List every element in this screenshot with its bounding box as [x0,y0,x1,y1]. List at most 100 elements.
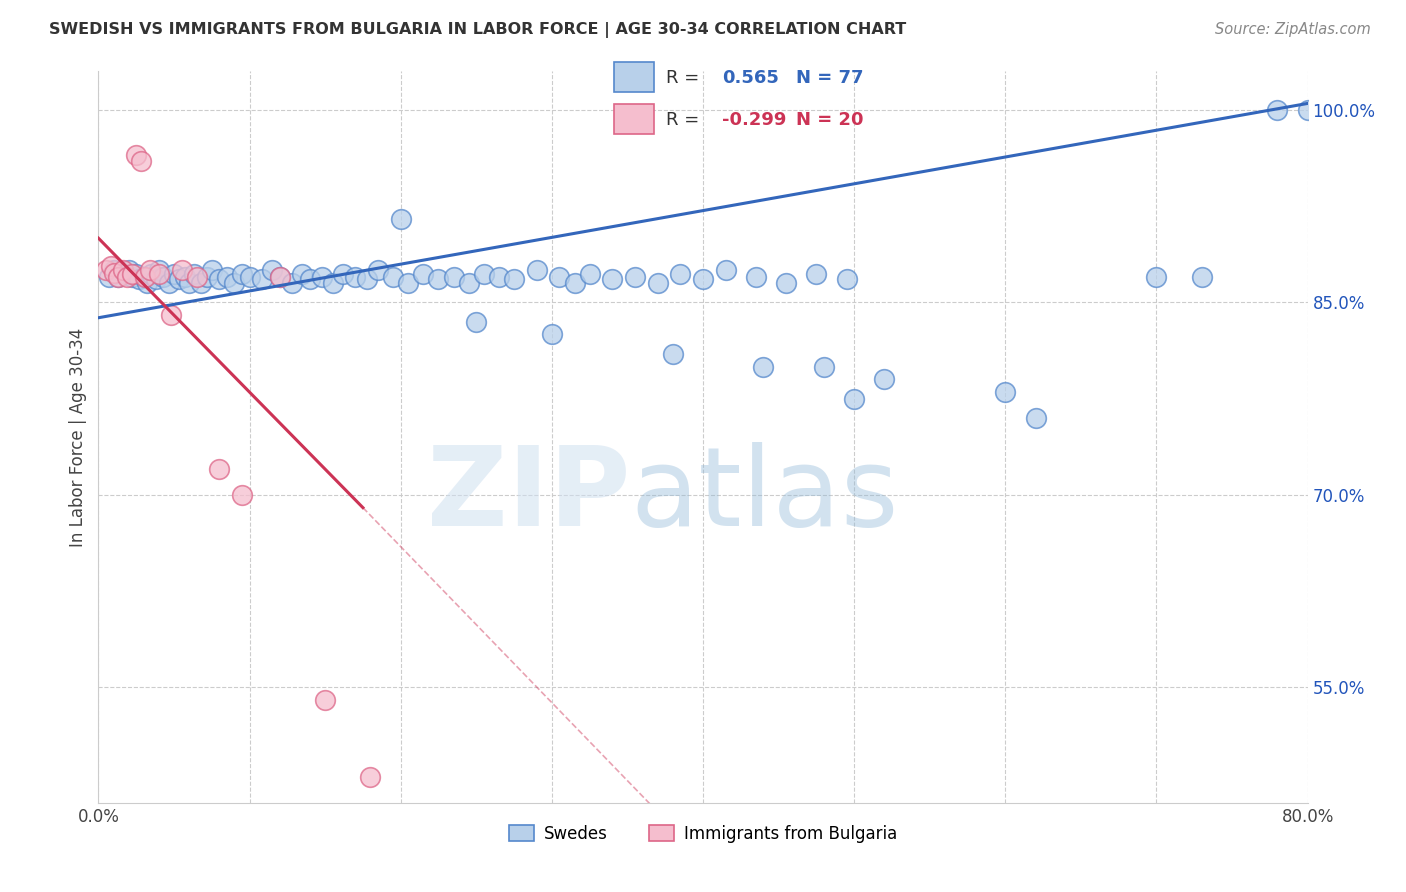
Point [262,263,284,277]
Point [360,770,382,784]
Point [367,263,389,277]
Point [103,263,125,277]
Point [201,263,224,277]
Point [167,272,190,286]
Point [844,392,866,406]
Point [231,488,253,502]
FancyBboxPatch shape [614,62,654,92]
Point [291,267,314,281]
Point [121,269,143,284]
Point [208,272,231,286]
Point [141,267,163,281]
Point [669,267,692,281]
Point [160,308,183,322]
Point [250,272,273,286]
Point [873,372,896,386]
Point [132,269,155,284]
Point [526,263,548,277]
Point [190,276,212,290]
Text: R =: R = [666,69,706,87]
Point [647,276,669,290]
Point [503,272,526,286]
Point [548,269,571,284]
Legend: Swedes, Immigrants from Bulgaria: Swedes, Immigrants from Bulgaria [502,818,904,849]
Point [1024,410,1046,425]
Point [103,266,125,280]
Point [443,269,465,284]
Point [118,263,141,277]
Point [488,269,510,284]
Point [173,269,195,284]
Point [125,267,148,281]
Point [465,315,488,329]
Text: atlas: atlas [630,442,898,549]
Point [457,276,479,290]
Point [835,272,858,286]
Point [128,272,150,286]
Point [281,276,304,290]
Y-axis label: In Labor Force | Age 30-34: In Labor Force | Age 30-34 [69,327,87,547]
Point [412,267,434,281]
Point [183,267,205,281]
Point [624,269,647,284]
Point [148,267,170,281]
Point [994,385,1017,400]
Point [107,269,129,284]
Point [806,267,828,281]
Point [472,267,495,281]
Point [186,269,208,284]
Point [356,272,378,286]
Point [692,272,714,286]
Point [179,276,201,290]
Point [314,693,336,707]
Point [813,359,835,374]
Point [231,267,253,281]
Point [134,269,156,284]
Point [269,269,291,284]
Point [1296,103,1319,117]
Point [311,269,333,284]
Point [1267,103,1289,117]
Point [195,269,218,284]
Point [115,269,138,284]
Point [125,148,148,162]
Point [98,269,121,284]
Point [1144,269,1167,284]
Point [578,267,600,281]
Point [159,276,181,290]
Text: N = 20: N = 20 [796,111,863,128]
Point [148,263,170,277]
Point [661,346,683,360]
Point [752,359,775,374]
Point [714,263,737,277]
Point [745,269,768,284]
Point [389,211,412,226]
Point [107,269,129,284]
Text: -0.299: -0.299 [723,111,786,128]
FancyBboxPatch shape [614,104,654,134]
Point [94,263,117,277]
Text: 0.565: 0.565 [723,69,779,87]
Point [111,263,134,277]
Point [152,269,174,284]
Point [239,269,262,284]
Point [224,276,246,290]
Point [396,276,419,290]
Point [208,462,231,476]
Point [382,269,405,284]
Point [322,276,344,290]
Point [332,267,354,281]
Point [775,276,797,290]
Point [299,272,322,286]
Point [344,269,367,284]
Text: R =: R = [666,111,706,128]
Point [269,269,291,284]
Point [564,276,586,290]
Text: SWEDISH VS IMMIGRANTS FROM BULGARIA IN LABOR FORCE | AGE 30-34 CORRELATION CHART: SWEDISH VS IMMIGRANTS FROM BULGARIA IN L… [49,22,907,38]
Point [145,272,167,286]
Point [602,272,624,286]
Point [100,260,122,274]
Point [540,327,562,342]
Point [427,272,450,286]
Point [129,154,152,169]
